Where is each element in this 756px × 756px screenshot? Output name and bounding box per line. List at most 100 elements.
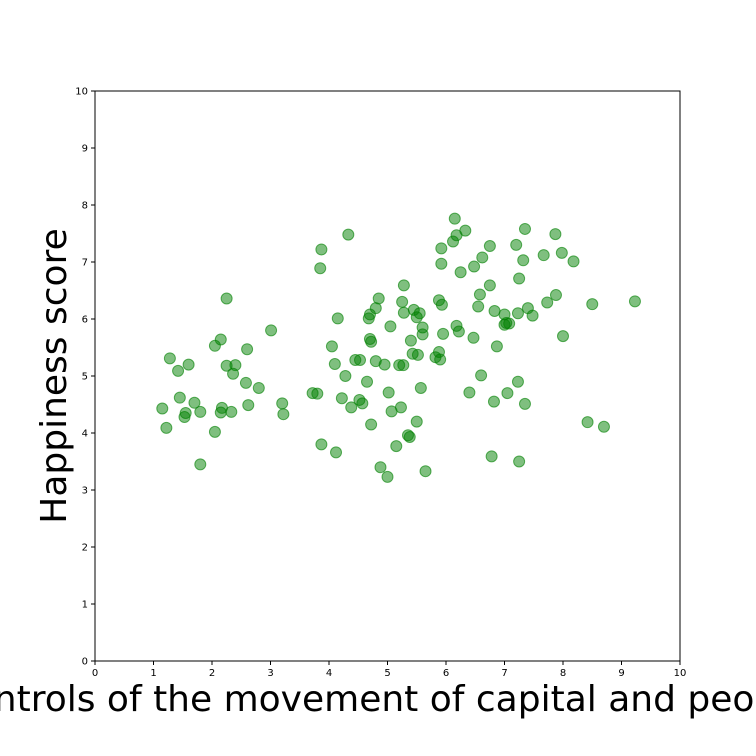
data-point <box>435 242 448 255</box>
data-point <box>549 228 562 241</box>
y-tick-label: 0 <box>82 657 88 668</box>
data-point <box>459 224 472 237</box>
data-point <box>597 420 610 433</box>
data-point <box>160 421 173 434</box>
data-point <box>448 212 461 225</box>
data-point <box>252 381 265 394</box>
data-point <box>365 335 378 348</box>
data-point <box>163 352 176 365</box>
y-tick-label: 6 <box>82 315 88 326</box>
data-point <box>513 455 526 468</box>
data-point <box>501 387 514 400</box>
x-tick-label: 9 <box>618 668 624 679</box>
data-point <box>414 381 427 394</box>
data-point <box>541 296 554 309</box>
data-point <box>555 246 568 259</box>
plot-area <box>94 90 681 662</box>
data-point <box>411 348 424 361</box>
data-point <box>476 251 489 264</box>
data-point <box>403 430 416 443</box>
data-point <box>483 279 496 292</box>
data-point <box>311 387 324 400</box>
data-point <box>537 249 550 262</box>
data-points <box>156 212 641 483</box>
data-point <box>356 397 369 410</box>
data-point <box>419 465 432 478</box>
data-point <box>277 408 290 421</box>
data-point <box>374 461 387 474</box>
data-point <box>396 295 409 308</box>
data-point <box>628 295 641 308</box>
data-point <box>437 327 450 340</box>
data-point <box>172 364 185 377</box>
x-tick-label: 2 <box>209 668 215 679</box>
x-axis-label: Controls of the movement of capital and … <box>0 679 756 720</box>
x-tick-label: 3 <box>267 668 273 679</box>
data-point <box>208 425 221 438</box>
data-point <box>472 300 485 313</box>
y-tick-label: 4 <box>82 429 88 440</box>
data-point <box>328 358 341 371</box>
data-point <box>378 358 391 371</box>
data-point <box>339 370 352 382</box>
x-tick-label: 10 <box>674 668 687 679</box>
data-point <box>325 340 338 353</box>
data-point <box>242 399 255 412</box>
y-tick-label: 9 <box>82 144 88 155</box>
data-point <box>179 407 192 420</box>
data-point <box>526 309 539 322</box>
data-point <box>452 325 465 338</box>
data-point <box>454 266 467 279</box>
data-point <box>463 386 476 399</box>
data-point <box>394 401 407 414</box>
data-point <box>361 375 374 388</box>
data-point <box>511 375 524 388</box>
y-tick-label: 5 <box>82 372 88 383</box>
data-point <box>315 243 328 256</box>
data-point <box>214 333 227 346</box>
data-point <box>488 305 501 318</box>
data-point <box>382 386 395 399</box>
data-point <box>467 331 480 344</box>
x-tick-label: 1 <box>150 668 156 679</box>
x-tick-label: 0 <box>92 668 98 679</box>
data-point <box>518 222 531 235</box>
data-point <box>410 415 423 428</box>
data-point <box>483 240 496 253</box>
data-point <box>404 334 417 347</box>
x-tick-label: 4 <box>326 668 332 679</box>
data-point <box>276 397 289 410</box>
y-axis-label: Happiness score <box>34 228 75 524</box>
data-point <box>315 438 328 451</box>
data-point <box>354 354 367 367</box>
data-point <box>345 401 358 414</box>
data-point <box>314 262 327 275</box>
data-point <box>397 279 410 292</box>
data-point <box>485 450 498 463</box>
data-point <box>413 307 426 320</box>
data-point <box>490 340 503 353</box>
data-point <box>518 397 531 410</box>
axis-ticks: 0 1 2 3 4 5 6 7 8 9 10 0 1 2 3 4 5 6 7 8 9 10 <box>75 87 686 680</box>
x-tick-label: 7 <box>501 668 507 679</box>
data-point <box>342 228 355 241</box>
data-point <box>435 298 448 311</box>
data-point <box>173 391 186 404</box>
data-point <box>511 307 524 320</box>
x-tick-label: 8 <box>560 668 566 679</box>
data-point <box>557 330 569 343</box>
data-point <box>567 255 580 268</box>
data-point <box>265 324 278 337</box>
data-point <box>188 396 201 409</box>
data-point <box>416 321 429 334</box>
data-point <box>241 343 254 356</box>
data-point <box>239 376 252 389</box>
data-point <box>330 446 343 459</box>
data-point <box>156 402 169 415</box>
data-point <box>194 458 207 471</box>
data-point <box>487 395 500 408</box>
y-tick-label: 3 <box>82 486 88 497</box>
data-point <box>372 292 385 305</box>
data-point <box>384 320 397 333</box>
